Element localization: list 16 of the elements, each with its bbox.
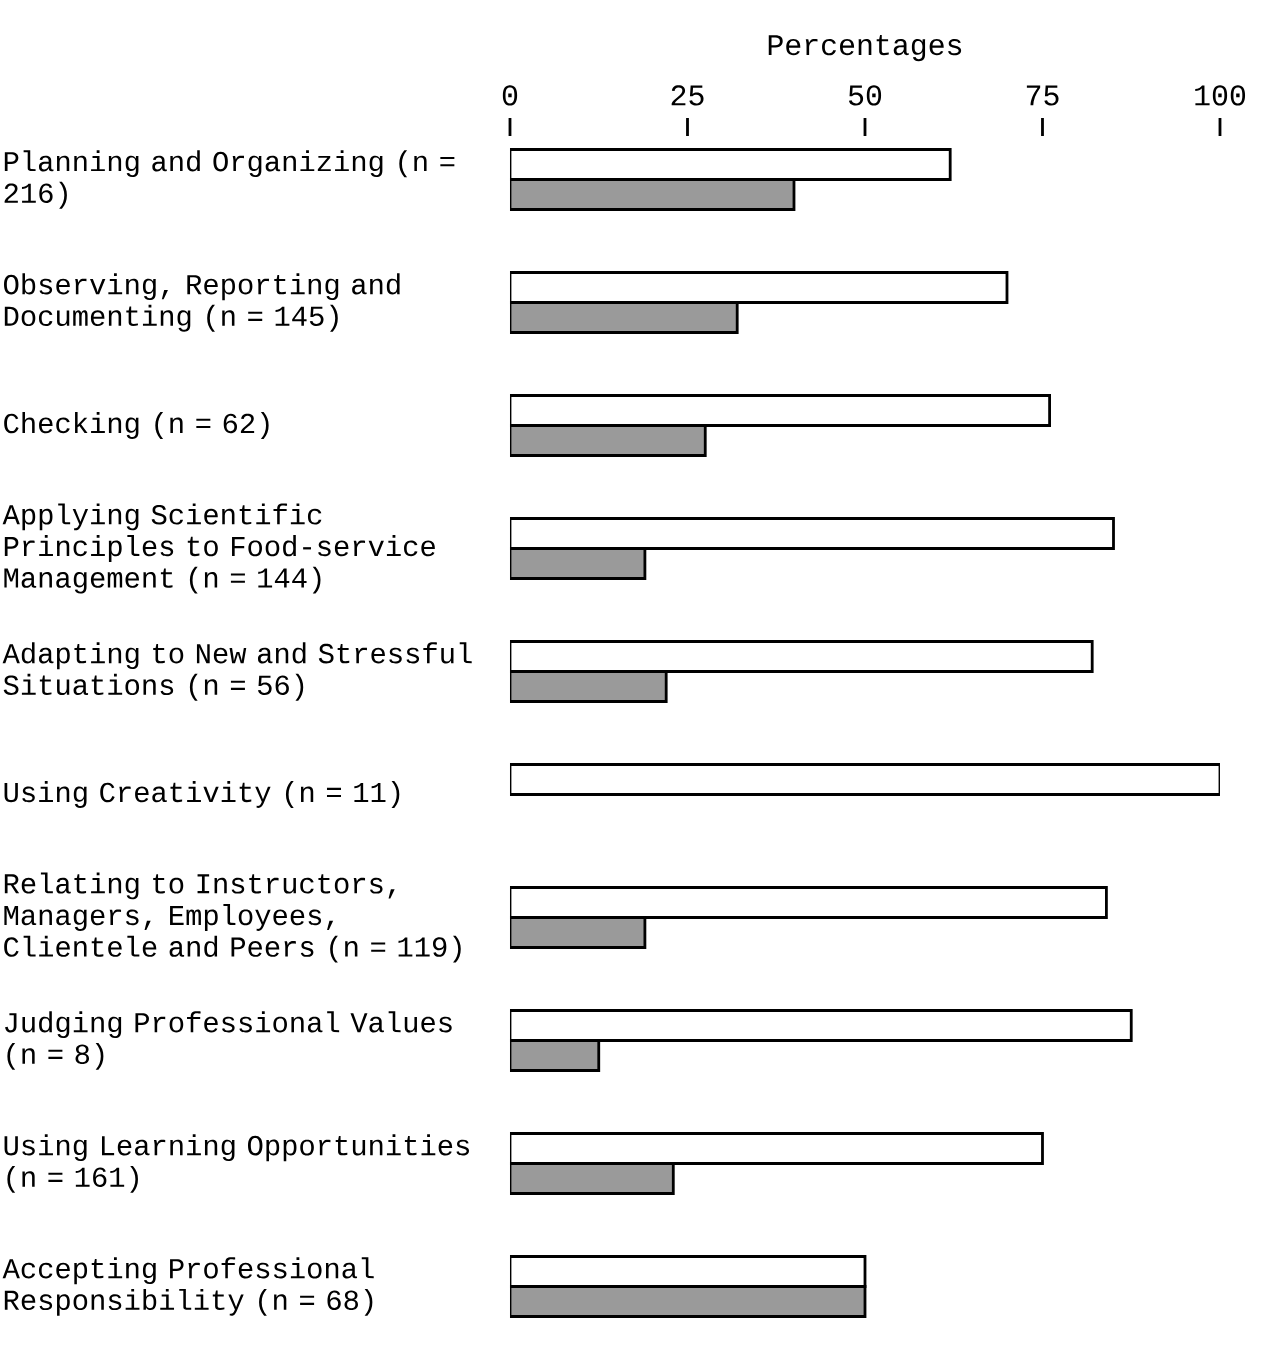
y-tick-label: Relating to Instructors, Managers, Employees, Clientele and Peers (n = 119)	[4, 872, 461, 963]
x-tick-label: 75	[1026, 85, 1059, 106]
y-tick-label: Using Creativity (n = 11)	[4, 781, 400, 808]
y-tick-label: Planning and Organizing (n = 216)	[4, 150, 455, 209]
y-tick-label: Accepting Professional Responsibility (n = 68)	[2, 1257, 374, 1316]
x-tick-label: 100	[1195, 85, 1246, 106]
y-tick-label: Checking (n = 62)	[4, 412, 269, 439]
x-tick-label: 25	[671, 85, 704, 106]
x-tick-label: 0	[502, 85, 518, 106]
y-tick-label: Applying Scientific Principles to Food-service Management (n = 144)	[2, 503, 435, 594]
y-tick-label: Judging Professional Values (n = 8)	[5, 1011, 452, 1070]
y-tick-label: Observing, Reporting and Documenting (n = 145)	[4, 273, 400, 332]
y-tick-label: Adapting to New and Stressful Situations (n = 56)	[2, 642, 472, 701]
x-tick-label: 50	[848, 85, 882, 106]
y-tick-label: Using Learning Opportunities (n = 161)	[4, 1134, 469, 1193]
x-axis-title: Percentages	[768, 35, 962, 62]
